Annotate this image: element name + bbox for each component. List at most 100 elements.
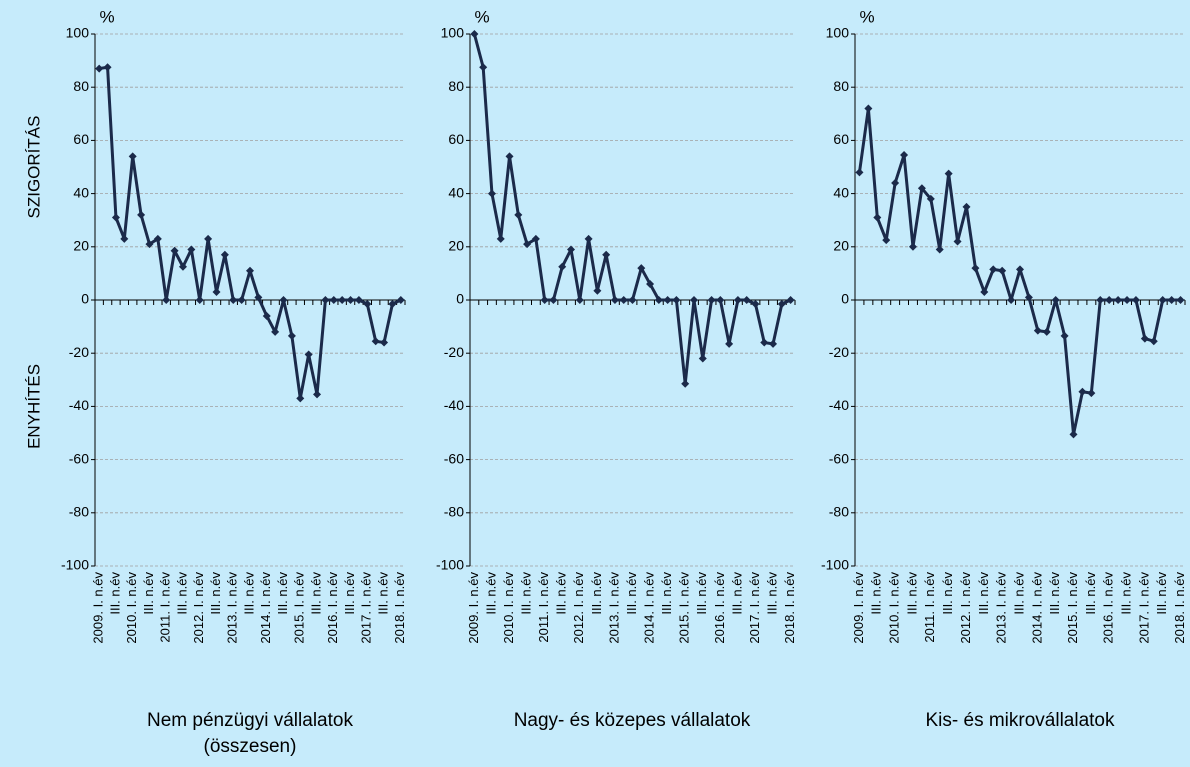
data-point <box>254 293 263 302</box>
data-point <box>584 234 593 243</box>
data-point <box>733 296 742 304</box>
data-point <box>637 264 646 273</box>
y-tick-label: -80 <box>829 504 849 520</box>
y-tick-label: -20 <box>829 344 849 360</box>
data-point <box>279 296 288 304</box>
data-line <box>98 65 402 400</box>
x-tick-label: III. n.év <box>308 572 323 615</box>
x-tick-label: III. n.év <box>1047 572 1062 615</box>
data-point <box>128 152 137 161</box>
y-tick-label: 80 <box>73 78 89 94</box>
data-point <box>707 296 716 304</box>
data-point <box>1033 326 1042 335</box>
data-point <box>864 104 873 113</box>
x-tick-label: III. n.év <box>1011 572 1026 615</box>
x-tick-label: 2015. I. n.év <box>677 572 692 644</box>
data-point <box>1131 296 1140 304</box>
y-tick-label: 100 <box>826 25 850 41</box>
data-point <box>220 250 229 259</box>
y-tick-label: -20 <box>444 344 464 360</box>
y-tick-label: 0 <box>456 291 464 307</box>
data-point <box>751 299 760 308</box>
data-point <box>681 379 690 388</box>
x-tick-label: 2009. I. n.év <box>91 572 106 644</box>
x-tick-label: 2015. I. n.év <box>1065 572 1080 644</box>
y-tick-label: -40 <box>69 397 89 413</box>
y-tick-label: -100 <box>61 557 89 573</box>
x-tick-label: III. n.év <box>869 572 884 615</box>
y-tick-label: 40 <box>833 184 849 200</box>
data-point <box>953 237 962 246</box>
data-point <box>1024 293 1033 302</box>
y-tick-label: 40 <box>448 184 464 200</box>
x-tick-label: III. n.év <box>764 572 779 615</box>
data-point <box>204 234 213 243</box>
data-point <box>549 296 558 304</box>
y-tick-label: 100 <box>441 25 465 41</box>
data-point <box>321 296 330 304</box>
data-point <box>998 266 1007 275</box>
data-point <box>111 213 120 222</box>
y-tick-label: 20 <box>833 238 849 254</box>
data-point <box>558 262 567 271</box>
y-tick-label: 60 <box>448 131 464 147</box>
data-point <box>610 296 619 304</box>
data-point <box>514 210 523 219</box>
data-point <box>531 234 540 243</box>
x-tick-label: 2013. I. n.év <box>225 572 240 644</box>
x-tick-label: III. n.év <box>483 572 498 615</box>
data-point <box>380 338 389 347</box>
data-point <box>540 296 549 304</box>
data-point <box>1149 337 1158 346</box>
unit-label: % <box>859 7 874 26</box>
x-tick-label: 2017. I. n.év <box>747 572 762 644</box>
data-point <box>873 213 882 222</box>
data-point <box>1114 296 1123 304</box>
data-point <box>663 296 672 304</box>
data-point <box>388 299 397 308</box>
x-tick-label: III. n.év <box>940 572 955 615</box>
data-point <box>212 288 221 297</box>
data-point <box>162 296 171 304</box>
x-tick-label: III. n.év <box>141 572 156 615</box>
data-point <box>962 202 971 211</box>
y-tick-label: -100 <box>436 557 464 573</box>
x-tick-label: 2016. I. n.év <box>1101 572 1116 644</box>
y-tick-label: 60 <box>73 131 89 147</box>
data-point <box>769 339 778 348</box>
y-tick-label: -100 <box>821 557 849 573</box>
data-point <box>628 296 637 304</box>
x-tick-label: III. n.év <box>1118 572 1133 615</box>
x-tick-label: 2014. I. n.év <box>642 572 657 644</box>
data-point <box>935 245 944 254</box>
data-point <box>882 236 891 245</box>
data-point <box>698 354 707 363</box>
x-tick-label: 2016. I. n.év <box>325 572 340 644</box>
data-point <box>505 152 514 161</box>
x-tick-label: III. n.év <box>208 572 223 615</box>
data-point <box>1158 296 1167 304</box>
x-tick-label: 2010. I. n.év <box>124 572 139 644</box>
x-tick-label: III. n.év <box>375 572 390 615</box>
x-tick-label: III. n.év <box>904 572 919 615</box>
data-point <box>287 331 296 340</box>
x-tick-label: 2011. I. n.év <box>536 572 551 643</box>
x-tick-label: III. n.év <box>174 572 189 615</box>
data-point <box>145 240 154 249</box>
y-tick-label: 0 <box>81 291 89 307</box>
x-tick-label: III. n.év <box>275 572 290 615</box>
data-point <box>855 168 864 177</box>
data-point <box>296 394 305 403</box>
y-tick-label: 60 <box>833 131 849 147</box>
data-point <box>1167 296 1176 304</box>
data-point <box>1140 334 1149 343</box>
x-tick-label: III. n.év <box>519 572 534 615</box>
x-tick-label: 2011. I. n.év <box>158 572 173 643</box>
x-tick-label: 2014. I. n.év <box>1029 572 1044 644</box>
data-point <box>1069 430 1078 439</box>
data-point <box>246 266 254 275</box>
y-tick-label: 20 <box>73 238 89 254</box>
x-tick-label: 2009. I. n.év <box>851 572 866 644</box>
